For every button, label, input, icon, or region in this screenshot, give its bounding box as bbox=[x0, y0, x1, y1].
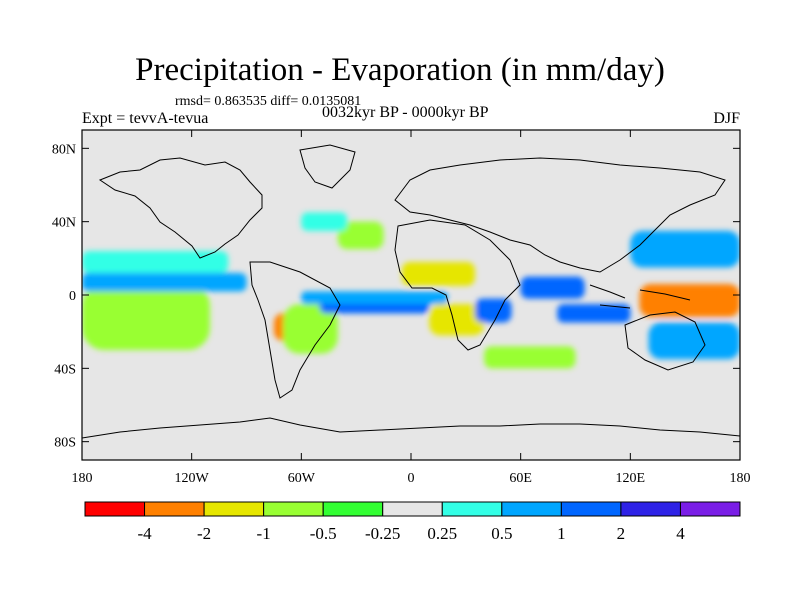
field-patch-12 bbox=[429, 304, 485, 336]
field-patch-2 bbox=[82, 284, 210, 350]
field-patch-3 bbox=[82, 273, 247, 292]
period-label: 0032kyr BP - 0000kyr BP bbox=[322, 104, 489, 121]
coastline-greenland bbox=[299, 144, 356, 189]
coastline-antarctica bbox=[82, 417, 740, 439]
lat-tick-label: 40S bbox=[54, 362, 76, 377]
coastline-south-america bbox=[249, 261, 341, 399]
colorbar-swatch-10 bbox=[679, 501, 741, 517]
lon-tick-label: 120E bbox=[616, 471, 646, 486]
field-patch-20 bbox=[484, 346, 576, 369]
coastline-north-america bbox=[98, 157, 263, 259]
colorbar-label: 0.5 bbox=[491, 524, 512, 543]
plot-title: Precipitation - Evaporation (in mm/day) bbox=[135, 52, 665, 88]
field-patch-6 bbox=[283, 304, 338, 354]
colorbar-label: -0.25 bbox=[365, 524, 400, 543]
lon-tick-label: 180 bbox=[72, 471, 93, 486]
lat-tick-label: 80N bbox=[52, 142, 76, 157]
colorbar-label: 2 bbox=[617, 524, 626, 543]
lon-tick-label: 180 bbox=[730, 471, 751, 486]
field-patch-13 bbox=[474, 298, 512, 323]
colorbar-label: 1 bbox=[557, 524, 566, 543]
colorbar-swatch-4 bbox=[322, 501, 384, 517]
colorbar-label: -0.5 bbox=[310, 524, 337, 543]
colorbar: -4 -2 -1 -0.5 -0.25 0.25 0.5 1 2 4 bbox=[84, 501, 741, 543]
coastline-indonesia bbox=[589, 284, 691, 309]
colorbar-swatch-3 bbox=[263, 501, 324, 517]
coastlines bbox=[82, 144, 740, 439]
lat-tick-label: 80S bbox=[54, 436, 76, 451]
colorbar-label: -4 bbox=[137, 524, 152, 543]
field-patch-17 bbox=[639, 284, 740, 317]
colorbar-swatch-8 bbox=[560, 501, 622, 517]
season-label: DJF bbox=[713, 110, 740, 127]
field-patch-10 bbox=[301, 212, 348, 231]
colorbar-swatch-9 bbox=[620, 501, 681, 517]
colorbar-swatch-5 bbox=[382, 501, 443, 517]
lon-tick-label: 60E bbox=[509, 471, 532, 486]
lat-tick-label: 40N bbox=[52, 216, 76, 231]
field-patch-8 bbox=[301, 291, 448, 305]
colorbar-swatch-7 bbox=[501, 501, 562, 517]
field-patch-9 bbox=[337, 221, 384, 250]
field-patch-19 bbox=[648, 322, 740, 360]
field-patch-15 bbox=[557, 304, 631, 323]
colorbar-label: -1 bbox=[257, 524, 271, 543]
field-patch-14 bbox=[520, 276, 585, 299]
colorbar-swatch-2 bbox=[203, 501, 265, 517]
stats-text: rmsd= 0.863535 diff= 0.0135081 bbox=[175, 94, 362, 109]
map-axes: 80N 40N 0 40S 80S 180 120W 60W 0 60E 120E 180 bbox=[52, 130, 751, 486]
lon-tick-label: 0 bbox=[408, 471, 415, 486]
lon-tick-label: 60W bbox=[288, 471, 316, 486]
coastline-eurasia bbox=[394, 157, 726, 273]
colorbar-label: 4 bbox=[676, 524, 685, 543]
colorbar-swatch-0 bbox=[84, 501, 146, 517]
field-patch-4 bbox=[82, 251, 229, 273]
coastline-africa bbox=[394, 219, 521, 351]
lon-tick-label: 120W bbox=[175, 471, 210, 486]
lat-tick-label: 0 bbox=[69, 289, 76, 304]
experiment-label: Expt = tevvA-tevua bbox=[82, 110, 209, 127]
colorbar-label: -2 bbox=[197, 524, 211, 543]
coastline-australia bbox=[624, 311, 706, 371]
field-patch-11 bbox=[401, 262, 475, 286]
colorbar-swatch-6 bbox=[441, 501, 503, 517]
colorbar-label: 0.25 bbox=[427, 524, 457, 543]
field-patch-18 bbox=[630, 230, 740, 268]
precip-field bbox=[82, 212, 740, 369]
colorbar-swatch-1 bbox=[144, 501, 205, 517]
